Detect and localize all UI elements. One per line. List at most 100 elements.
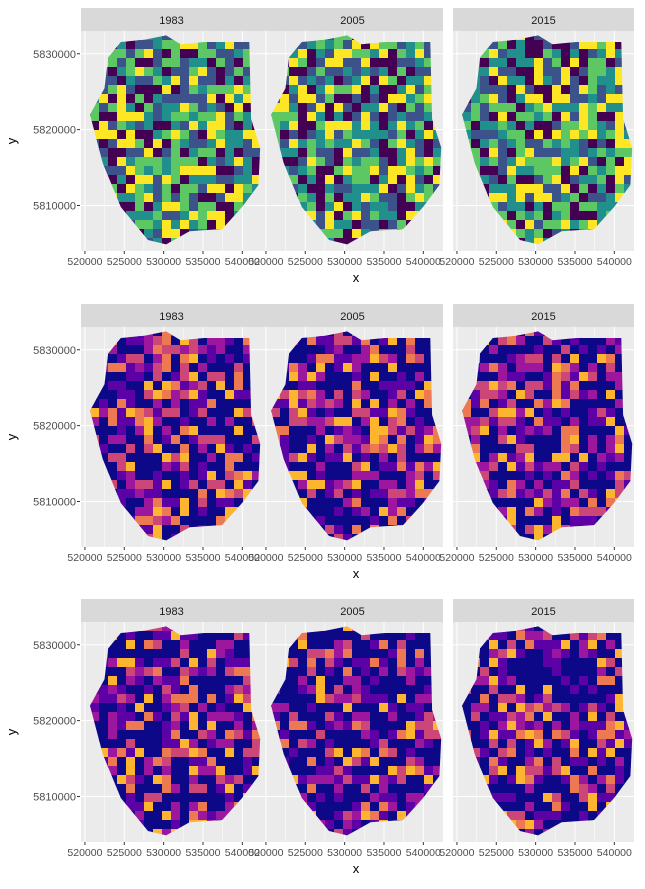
raster-cell [442, 730, 452, 740]
raster-cell [442, 667, 452, 677]
raster-cell [597, 775, 607, 785]
raster-cell [162, 130, 172, 140]
raster-cell [361, 49, 371, 59]
raster-cell [117, 712, 127, 722]
raster-cell [379, 336, 389, 346]
raster-cell [406, 667, 416, 677]
raster-cell [561, 381, 571, 391]
raster-cell [361, 640, 371, 650]
raster-cell [117, 67, 127, 77]
raster-cell [534, 121, 544, 131]
raster-cell [343, 184, 353, 194]
raster-cell [216, 372, 226, 382]
raster-cell [108, 649, 118, 659]
raster-cell [280, 712, 290, 722]
raster-cell [379, 58, 389, 68]
raster-cell [334, 35, 344, 41]
raster-cell [135, 121, 145, 131]
raster-cell [552, 130, 562, 140]
raster-cell [379, 426, 389, 436]
raster-cell [561, 793, 571, 803]
raster-cell [352, 516, 362, 526]
raster-cell [370, 631, 380, 641]
raster-cell [298, 489, 308, 499]
raster-cell [343, 784, 353, 794]
raster-cell [633, 730, 643, 740]
raster-cell [424, 730, 434, 740]
raster-cell [597, 802, 607, 812]
raster-cell [252, 471, 261, 481]
raster-cell [525, 166, 535, 176]
raster-cell [397, 336, 407, 346]
raster-cell [415, 85, 425, 95]
raster-cell [108, 435, 118, 445]
raster-cell [108, 721, 118, 731]
raster-cell [189, 148, 199, 158]
raster-cell [462, 399, 472, 409]
raster-cell [579, 426, 589, 436]
raster-cell [126, 712, 136, 722]
raster-cell [516, 76, 526, 86]
raster-cell [352, 103, 362, 113]
raster-cell [352, 336, 362, 346]
raster-cell [126, 193, 136, 203]
raster-cell [597, 157, 607, 167]
raster-cell [243, 139, 253, 149]
raster-cell [189, 730, 199, 740]
raster-cell [525, 811, 535, 821]
raster-cell [334, 130, 344, 140]
raster-cell [207, 148, 217, 158]
raster-cell [489, 184, 499, 194]
raster-cell [588, 363, 598, 373]
raster-cell [397, 184, 407, 194]
raster-cell [406, 67, 416, 77]
raster-cell [633, 76, 643, 86]
raster-cell [424, 157, 434, 167]
raster-cell [234, 426, 244, 436]
raster-cell [561, 85, 571, 95]
raster-cell [561, 507, 571, 517]
raster-cell [507, 694, 517, 704]
raster-cell [225, 94, 235, 104]
raster-cell [633, 748, 643, 758]
raster-cell [597, 354, 607, 364]
raster-cell [135, 462, 145, 472]
raster-cell [370, 775, 380, 785]
raster-cell [480, 130, 490, 140]
raster-cell [442, 67, 452, 77]
raster-cell [334, 381, 344, 391]
raster-cell [534, 229, 544, 239]
raster-cell [225, 148, 235, 158]
raster-cell [633, 157, 643, 167]
x-tick-label: 535000 [557, 847, 592, 859]
raster-cell [370, 175, 380, 185]
raster-cell [225, 175, 235, 185]
raster-cell [498, 336, 508, 346]
raster-cell [153, 739, 163, 749]
raster-cell [516, 399, 526, 409]
raster-cell [225, 712, 235, 722]
raster-cell [442, 417, 452, 427]
raster-cell [597, 49, 607, 59]
raster-cell [361, 775, 371, 785]
raster-cell [153, 166, 163, 176]
raster-cell [298, 435, 308, 445]
raster-cell [579, 507, 589, 517]
raster-cell [442, 757, 452, 767]
raster-cell [525, 730, 535, 740]
raster-cell [597, 471, 607, 481]
raster-cell [334, 784, 344, 794]
raster-cell [117, 175, 127, 185]
raster-cell [99, 408, 109, 418]
raster-cell [243, 157, 253, 167]
raster-cell [415, 67, 425, 77]
raster-cell [379, 757, 389, 767]
raster-cell [243, 399, 253, 409]
raster-cell [234, 730, 244, 740]
raster-cell [579, 658, 589, 668]
raster-cell [207, 193, 217, 203]
raster-cell [207, 417, 217, 427]
raster-cell [271, 712, 281, 722]
raster-cell [334, 58, 344, 68]
raster-cell [316, 345, 326, 355]
